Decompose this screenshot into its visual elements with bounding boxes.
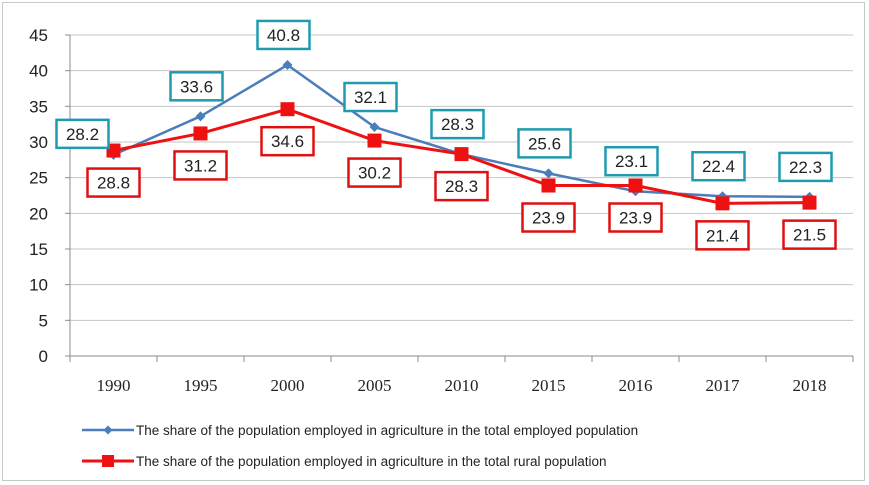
data-label-employed-2018: 22.3: [789, 158, 822, 177]
data-label-box-rural-1990: [86, 167, 141, 198]
data-label-rural-1990: 28.8: [97, 174, 130, 193]
point-rural-2015: [541, 178, 556, 193]
point-employed-2000: [282, 59, 293, 70]
data-label-employed-2015: 25.6: [528, 134, 561, 153]
point-rural-2005: [367, 133, 382, 148]
y-tick-label: 0: [39, 347, 48, 366]
x-tick-label: 2005: [358, 376, 392, 395]
y-tick-label: 5: [39, 311, 48, 330]
data-label-employed-1990: 28.2: [66, 125, 99, 144]
data-label-employed-2016: 23.1: [615, 152, 648, 171]
x-tick-label: 2017: [706, 376, 741, 395]
x-tick-label: 2000: [271, 376, 305, 395]
point-rural-2016: [628, 178, 643, 193]
data-label-box-employed-2000: [256, 19, 311, 51]
data-label-box-rural-2016: [608, 202, 663, 233]
y-tick-label: 40: [29, 62, 48, 81]
y-tick-label: 30: [29, 133, 48, 152]
y-tick-label: 35: [29, 97, 48, 116]
y-tick-label: 25: [29, 169, 48, 188]
point-rural-1990: [106, 143, 121, 158]
point-rural-1995: [193, 126, 208, 141]
data-label-box-employed-2016: [604, 145, 659, 177]
data-label-rural-1995: 31.2: [184, 156, 217, 175]
legend-marker-employed: [103, 425, 113, 435]
data-label-rural-2005: 30.2: [358, 164, 391, 183]
data-label-box-rural-2018: [782, 219, 837, 250]
data-label-rural-2018: 21.5: [793, 226, 826, 245]
data-label-box-rural-1995: [173, 150, 228, 181]
data-label-box-rural-2010: [434, 170, 489, 202]
y-tick-label: 10: [29, 276, 48, 295]
x-tick-label: 1995: [184, 376, 218, 395]
data-label-box-rural-2000: [260, 125, 315, 157]
point-rural-2018: [802, 195, 817, 210]
data-label-rural-2016: 23.9: [619, 209, 652, 228]
data-label-rural-2017: 21.4: [706, 226, 739, 245]
data-label-box-employed-2018: [778, 151, 833, 183]
data-label-employed-2017: 22.4: [702, 157, 735, 176]
point-employed-2005: [369, 122, 380, 133]
legend-label-employed: The share of the population employed in …: [136, 423, 638, 438]
data-label-box-employed-2017: [691, 150, 746, 182]
data-label-box-employed-2005: [343, 81, 398, 113]
y-tick-label: 20: [29, 204, 48, 223]
x-tick-label: 2016: [619, 376, 653, 395]
data-label-rural-2015: 23.9: [532, 209, 565, 228]
data-label-employed-2000: 40.8: [267, 26, 300, 45]
data-label-rural-2010: 28.3: [445, 177, 478, 196]
x-tick-label: 2010: [445, 376, 479, 395]
data-label-box-employed-1995: [169, 71, 224, 102]
data-label-employed-2010: 28.3: [441, 115, 474, 134]
y-tick-label: 45: [29, 26, 48, 45]
y-tick-label: 15: [29, 240, 48, 259]
point-employed-1995: [195, 111, 206, 122]
data-label-box-employed-1990: [55, 118, 110, 150]
data-label-employed-2005: 32.1: [354, 88, 387, 107]
data-label-box-employed-2015: [517, 128, 572, 159]
legend-marker-rural: [102, 455, 114, 467]
legend-label-rural: The share of the population employed in …: [136, 454, 607, 469]
data-label-employed-1995: 33.6: [180, 77, 213, 96]
data-label-box-rural-2017: [695, 220, 750, 251]
point-rural-2010: [454, 147, 469, 162]
point-rural-2017: [715, 196, 730, 211]
point-employed-2015: [543, 168, 554, 179]
x-tick-label: 1990: [97, 376, 131, 395]
data-label-rural-2000: 34.6: [271, 132, 304, 151]
data-label-box-rural-2015: [521, 202, 576, 233]
x-tick-label: 2015: [532, 376, 566, 395]
x-tick-label: 2018: [793, 376, 827, 395]
data-label-box-rural-2005: [347, 157, 402, 188]
data-label-box-employed-2010: [430, 108, 485, 140]
point-rural-2000: [280, 102, 295, 117]
